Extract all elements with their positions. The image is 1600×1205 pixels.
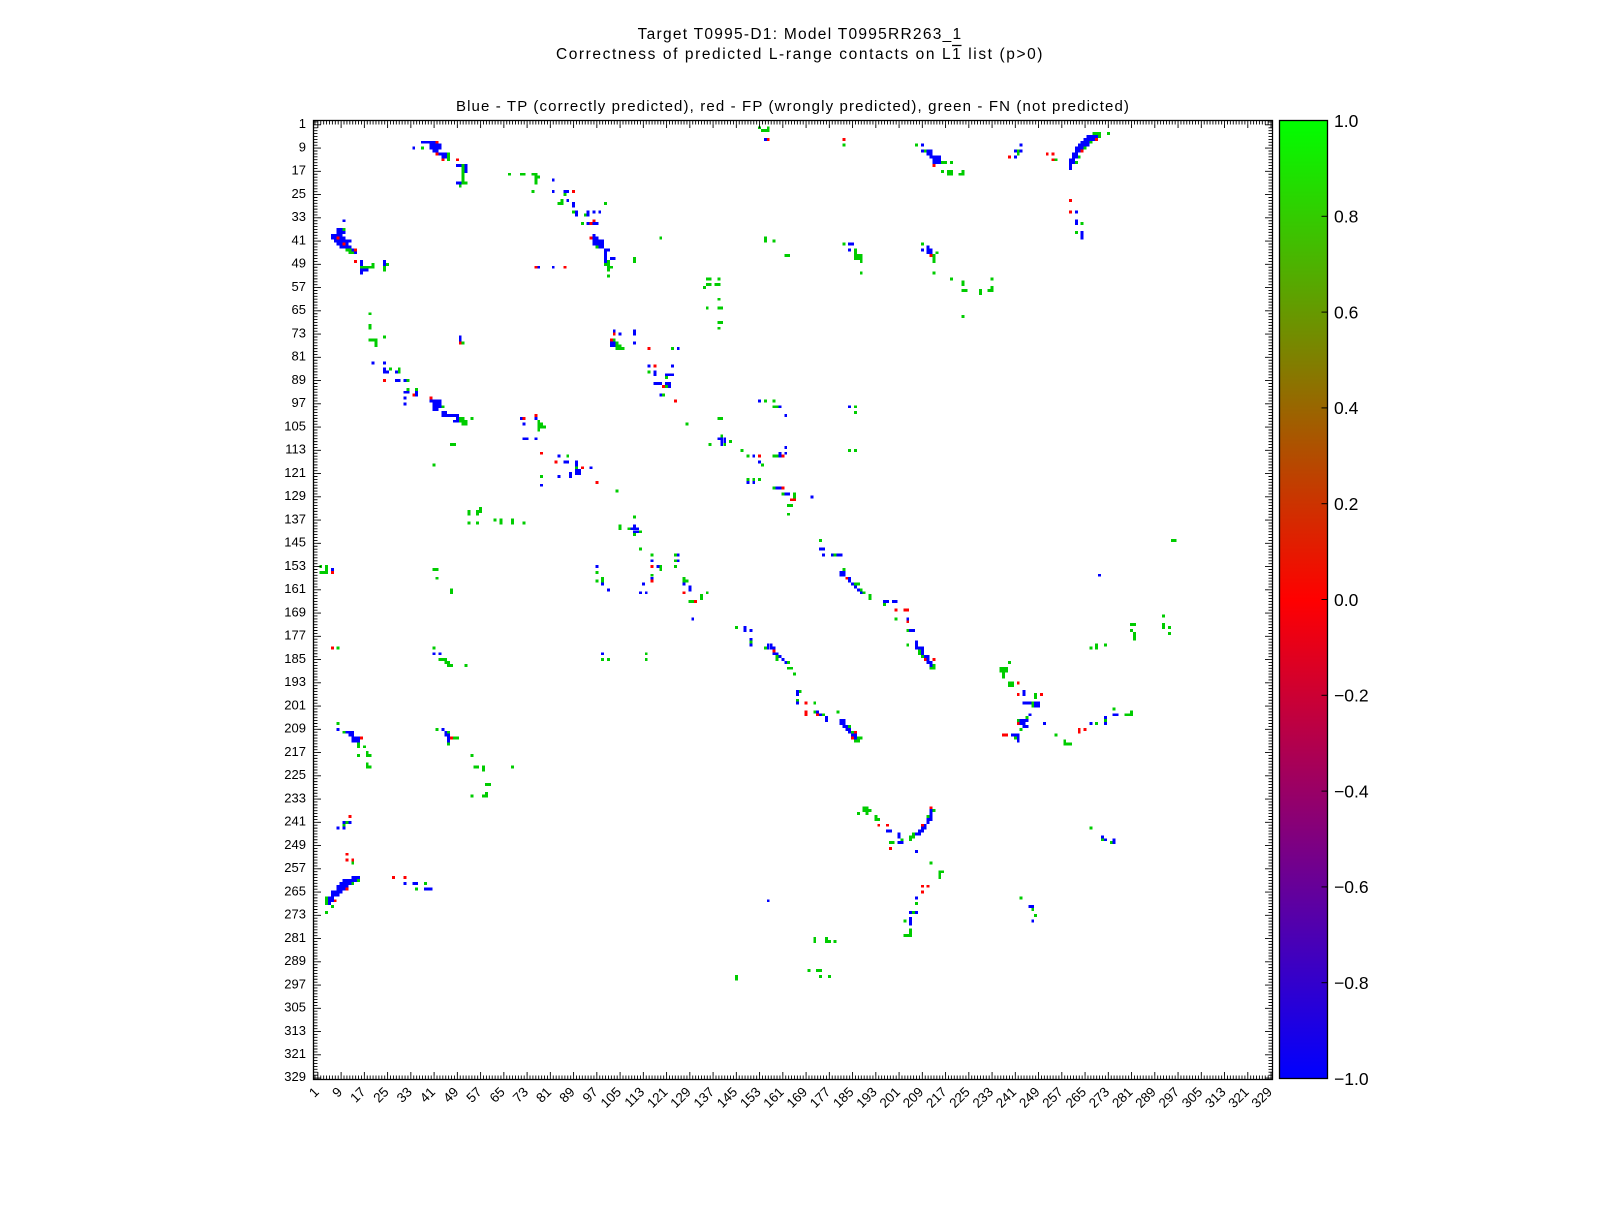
- svg-text:217: 217: [284, 744, 306, 759]
- svg-text:193: 193: [284, 674, 306, 689]
- svg-text:297: 297: [284, 976, 306, 991]
- svg-text:0.8: 0.8: [1334, 207, 1358, 227]
- svg-text:153: 153: [284, 558, 306, 573]
- svg-text:−0.2: −0.2: [1334, 686, 1369, 706]
- svg-text:89: 89: [292, 372, 306, 387]
- svg-text:161: 161: [284, 581, 306, 596]
- svg-text:241: 241: [284, 814, 306, 829]
- svg-text:273: 273: [284, 907, 306, 922]
- svg-text:265: 265: [284, 883, 306, 898]
- svg-text:25: 25: [292, 186, 306, 201]
- svg-text:−0.4: −0.4: [1334, 781, 1369, 801]
- svg-text:33: 33: [292, 209, 306, 224]
- svg-text:257: 257: [284, 860, 306, 875]
- svg-text:201: 201: [284, 697, 306, 712]
- svg-text:81: 81: [292, 349, 306, 364]
- svg-text:209: 209: [284, 721, 306, 736]
- svg-text:17: 17: [292, 163, 306, 178]
- svg-text:49: 49: [292, 256, 306, 271]
- svg-text:41: 41: [292, 232, 306, 247]
- svg-text:Blue - TP (correctly predicted: Blue - TP (correctly predicted), red - F…: [456, 98, 1130, 115]
- svg-text:65: 65: [292, 302, 306, 317]
- svg-text:1.0: 1.0: [1334, 111, 1359, 131]
- svg-text:233: 233: [284, 790, 306, 805]
- svg-text:1: 1: [299, 116, 306, 131]
- svg-text:137: 137: [284, 511, 306, 526]
- svg-text:129: 129: [284, 488, 306, 503]
- svg-text:225: 225: [284, 767, 306, 782]
- svg-text:0.2: 0.2: [1334, 494, 1358, 514]
- svg-text:249: 249: [284, 837, 306, 852]
- svg-text:321: 321: [284, 1046, 306, 1061]
- svg-text:313: 313: [284, 1023, 306, 1038]
- svg-text:145: 145: [284, 535, 306, 550]
- svg-text:281: 281: [284, 930, 306, 945]
- svg-text:289: 289: [284, 953, 306, 968]
- svg-text:0.4: 0.4: [1334, 398, 1359, 418]
- svg-text:305: 305: [284, 1000, 306, 1015]
- svg-text:169: 169: [284, 604, 306, 619]
- svg-text:57: 57: [292, 279, 306, 294]
- svg-text:329: 329: [284, 1069, 306, 1084]
- svg-text:105: 105: [284, 418, 306, 433]
- svg-text:73: 73: [292, 325, 306, 340]
- svg-text:−1.0: −1.0: [1334, 1069, 1369, 1089]
- svg-text:121: 121: [284, 465, 306, 480]
- svg-text:−0.8: −0.8: [1334, 973, 1369, 993]
- svg-text:Correctness of predicted L-ran: Correctness of predicted L-range contact…: [556, 46, 1044, 63]
- svg-text:9: 9: [299, 139, 306, 154]
- svg-text:113: 113: [285, 442, 306, 457]
- svg-text:185: 185: [284, 651, 306, 666]
- svg-text:Target T0995-D1: Model T0995RR: Target T0995-D1: Model T0995RR263_1: [638, 26, 963, 43]
- svg-text:177: 177: [284, 628, 306, 643]
- svg-text:97: 97: [292, 395, 306, 410]
- svg-text:0.0: 0.0: [1334, 590, 1359, 610]
- svg-text:0.6: 0.6: [1334, 302, 1358, 322]
- svg-text:−0.6: −0.6: [1334, 877, 1369, 897]
